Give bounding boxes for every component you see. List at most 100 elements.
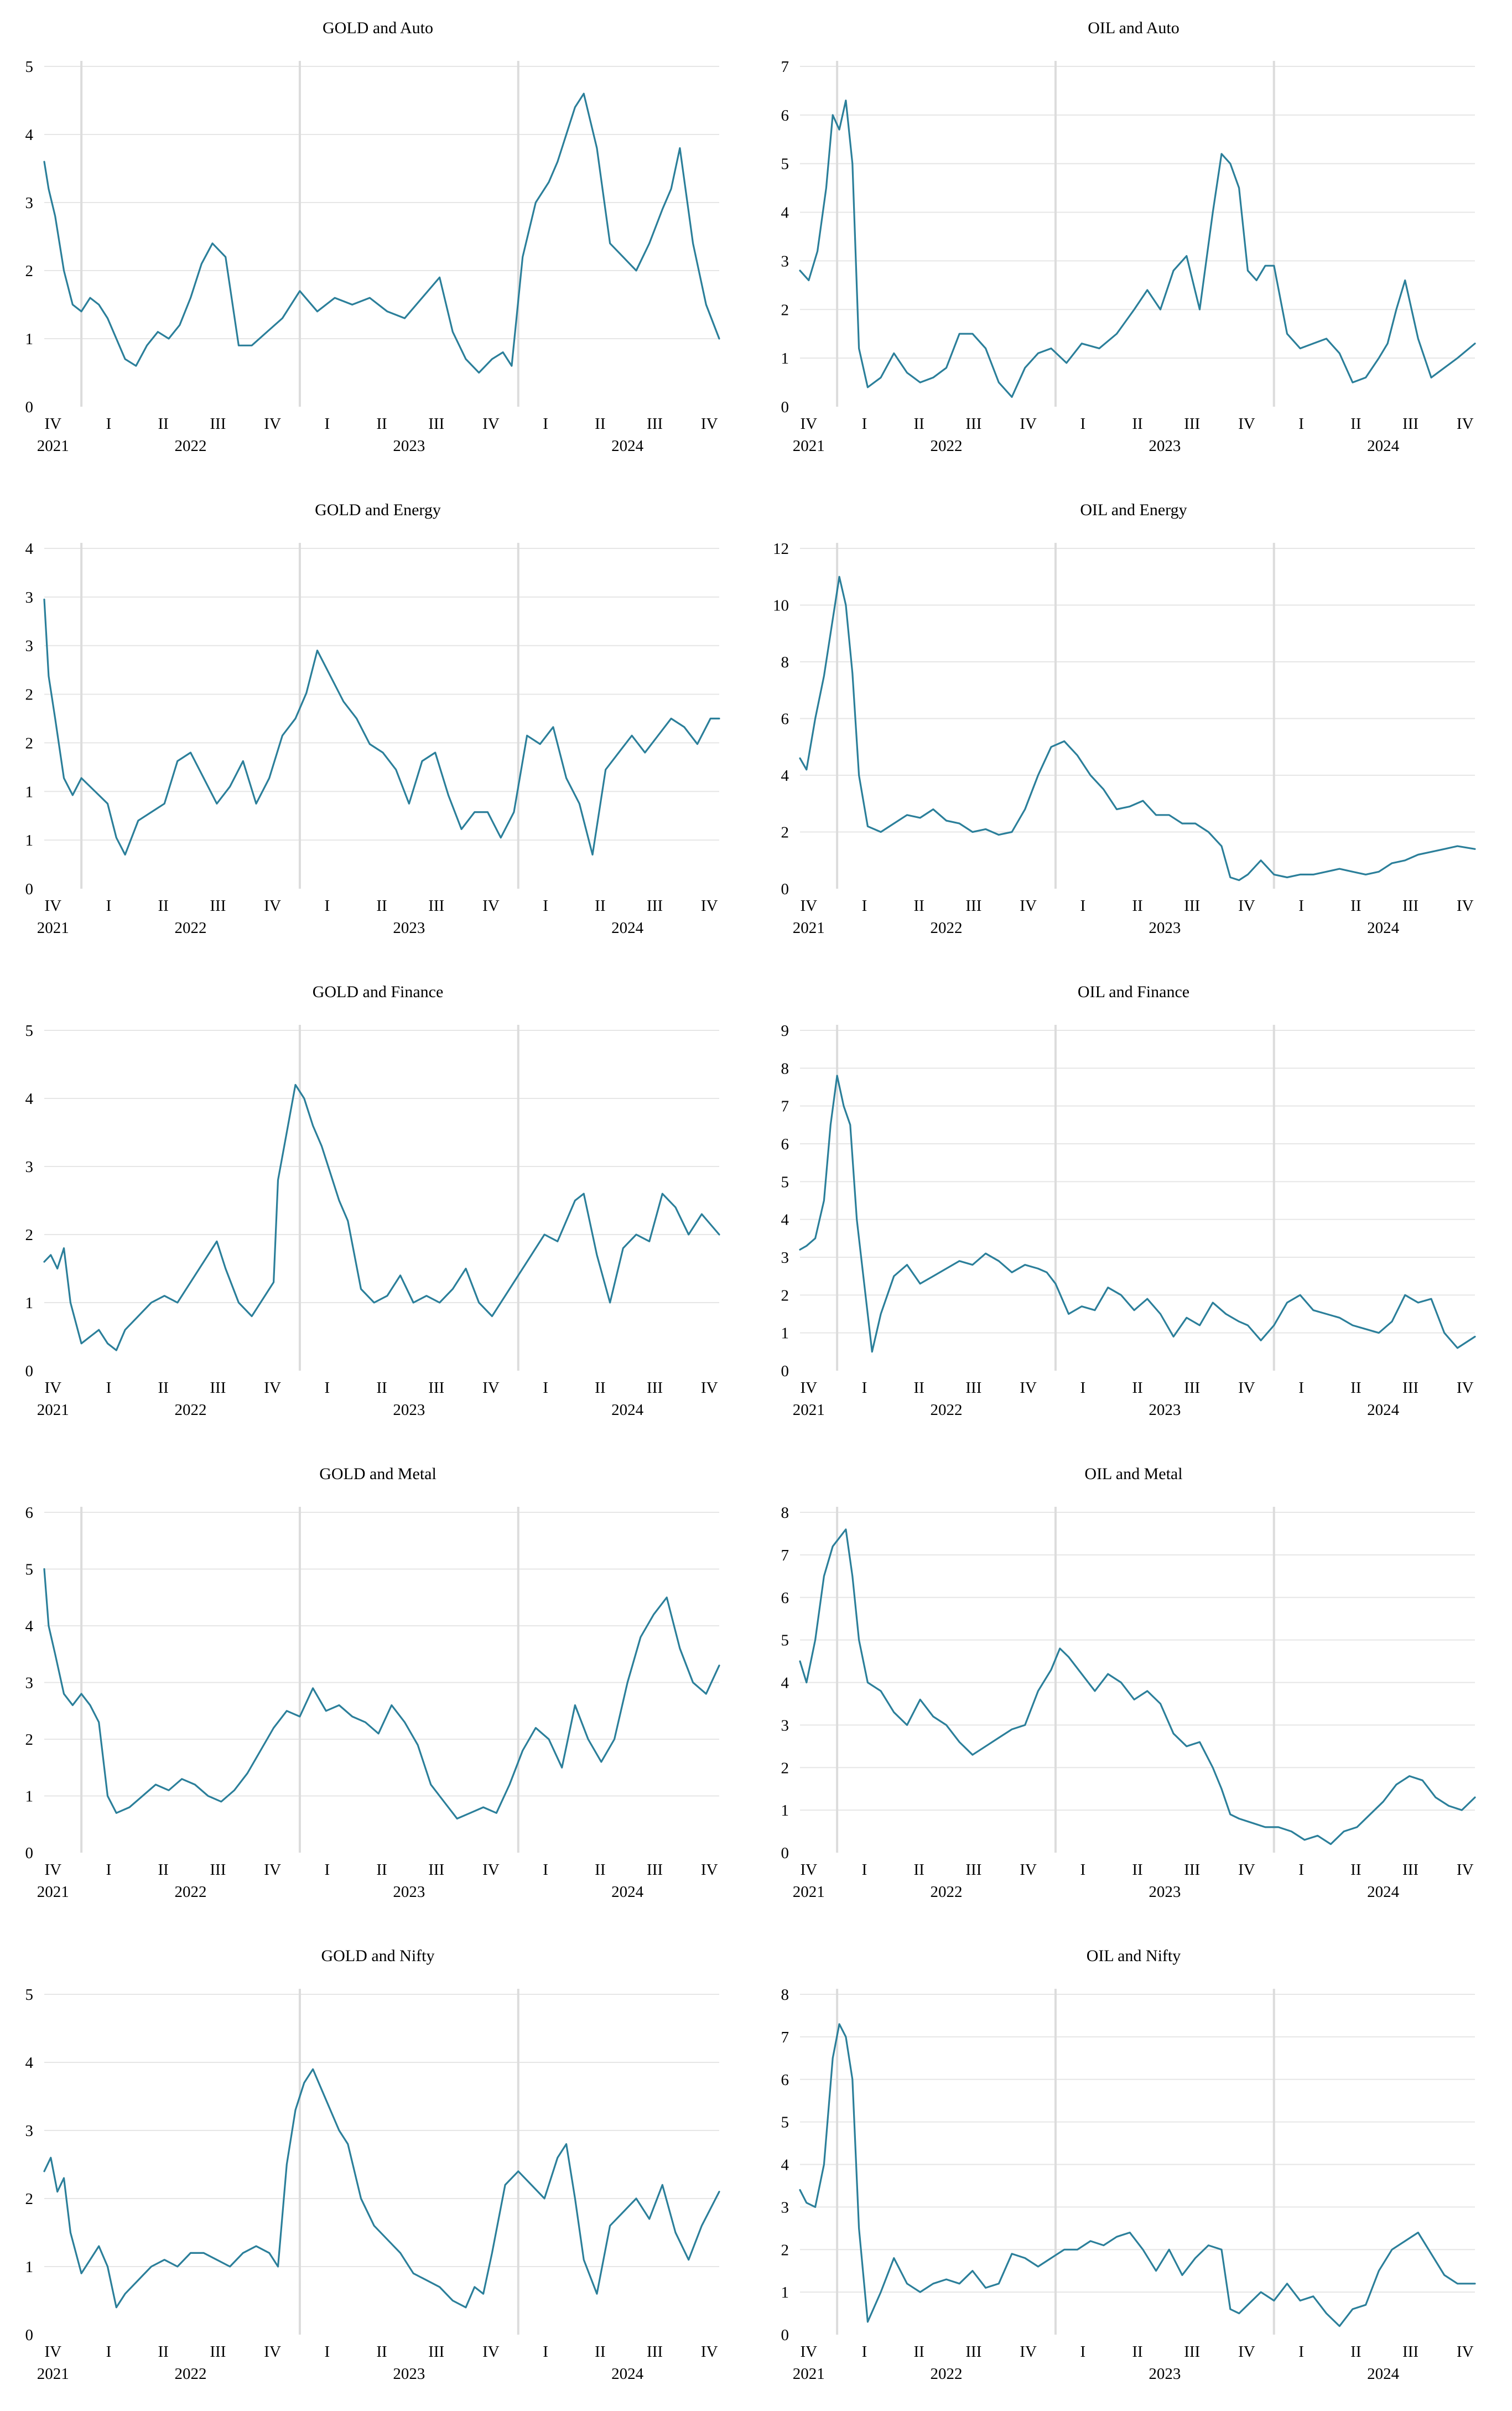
x-quarter-label: II (595, 897, 605, 915)
y-tick-label: 5 (25, 58, 34, 76)
x-quarter-label: IV (44, 1861, 61, 1879)
x-year-label: 2022 (175, 1401, 207, 1419)
x-quarter-label: IV (482, 897, 500, 915)
x-quarter-label: II (1350, 1861, 1361, 1879)
x-year-label: 2022 (931, 1883, 963, 1901)
x-quarter-label: I (324, 1861, 330, 1879)
y-tick-label: 1 (25, 330, 34, 348)
series-line (799, 1075, 1476, 1353)
x-quarter-label: III (965, 2343, 981, 2361)
y-tick-label: 2 (25, 2190, 34, 2208)
chart-panel-gold-and-finance: GOLD and Finance 0 1 2 3 4 5 IV I II III IV I II III IV… (0, 964, 756, 1446)
x-quarter-label: IV (44, 1379, 61, 1397)
x-quarter-label: III (210, 1379, 226, 1397)
y-tick-label: 1 (25, 1788, 34, 1806)
y-tick-label: 4 (781, 1211, 789, 1229)
x-quarter-label: IV (482, 1379, 500, 1397)
series-line (799, 575, 1476, 882)
x-quarter-label: IV (1020, 415, 1037, 433)
x-quarter-label: II (376, 2343, 387, 2361)
x-quarter-label: III (647, 415, 663, 433)
x-quarter-label: IV (701, 897, 718, 915)
y-tick-label: 0 (25, 880, 34, 898)
x-quarter-label: I (1080, 2343, 1085, 2361)
y-tick-label: 0 (25, 2326, 34, 2344)
x-quarter-label: IV (264, 1379, 281, 1397)
x-quarter-label: II (595, 415, 605, 433)
y-tick-label: 5 (781, 2114, 789, 2132)
y-tick-label: 3 (25, 589, 34, 606)
x-quarter-label: IV (701, 2343, 718, 2361)
x-year-label: 2023 (393, 1401, 425, 1419)
y-tick-label: 7 (781, 58, 789, 76)
y-tick-label: 2 (25, 1731, 34, 1749)
x-quarter-label: IV (1238, 897, 1255, 915)
x-year-label: 2022 (175, 919, 207, 937)
chart-title: OIL and Nifty (1087, 1947, 1181, 1965)
x-quarter-label: III (1402, 897, 1419, 915)
x-year-label: 2023 (393, 1883, 425, 1901)
chart-title: OIL and Finance (1078, 983, 1189, 1001)
y-tick-label: 4 (781, 2156, 789, 2174)
y-tick-label: 6 (781, 1589, 789, 1607)
x-quarter-label: IV (44, 2343, 61, 2361)
y-tick-label: 0 (781, 880, 789, 898)
y-tick-label: 3 (781, 1717, 789, 1734)
y-tick-label: 3 (781, 2199, 789, 2216)
y-tick-label: 1 (25, 2258, 34, 2276)
x-quarter-label: III (647, 1379, 663, 1397)
x-quarter-label: I (106, 415, 112, 433)
x-year-label: 2023 (1149, 437, 1181, 455)
x-quarter-label: I (324, 1379, 330, 1397)
chart-panel-gold-and-energy: GOLD and Energy 0 1 1 2 2 3 3 4 IV I II III IV I II III I… (0, 482, 756, 964)
x-quarter-label: IV (264, 2343, 281, 2361)
y-tick-label: 12 (773, 540, 789, 558)
x-quarter-label: IV (482, 1861, 500, 1879)
x-quarter-label: I (1080, 1379, 1085, 1397)
chart-panel-oil-and-finance: OIL and Finance 0 1 2 3 4 5 6 7 8 9 IV I II III IV I II II… (756, 964, 1511, 1446)
x-quarter-label: II (914, 2343, 924, 2361)
y-tick-label: 5 (25, 1561, 34, 1579)
x-quarter-label: III (210, 1861, 226, 1879)
x-quarter-label: IV (44, 897, 61, 915)
y-tick-label: 6 (25, 1504, 34, 1522)
chart-panel-oil-and-nifty: OIL and Nifty 0 1 2 3 4 5 6 7 8 IV I II III IV I II III IV… (756, 1928, 1511, 2410)
y-tick-label: 2 (781, 824, 789, 842)
x-quarter-label: IV (701, 1379, 718, 1397)
x-year-label: 2024 (611, 919, 644, 937)
x-quarter-label: II (158, 897, 169, 915)
x-quarter-label: II (595, 1861, 605, 1879)
x-quarter-label: II (376, 1861, 387, 1879)
chart-panel-oil-and-auto: OIL and Auto 0 1 2 3 4 5 6 7 IV I II III IV I II III IV I I… (756, 0, 1511, 482)
x-year-label: 2023 (1149, 1883, 1181, 1901)
y-tick-label: 1 (781, 350, 789, 367)
y-tick-label: 4 (25, 1617, 34, 1635)
x-quarter-label: III (210, 2343, 226, 2361)
x-quarter-label: IV (800, 415, 817, 433)
x-quarter-label: I (1298, 1379, 1304, 1397)
y-tick-label: 5 (25, 1986, 34, 2004)
x-quarter-label: III (428, 2343, 444, 2361)
x-year-label: 2021 (37, 1883, 69, 1901)
x-year-label: 2023 (1149, 1401, 1181, 1419)
x-quarter-label: III (210, 415, 226, 433)
y-tick-label: 8 (781, 1504, 789, 1522)
x-quarter-label: IV (1457, 1379, 1474, 1397)
x-quarter-label: IV (701, 415, 718, 433)
y-tick-label: 4 (25, 2054, 34, 2072)
y-tick-label: 5 (781, 1632, 789, 1650)
x-quarter-label: II (914, 1379, 924, 1397)
y-tick-label: 2 (25, 686, 34, 704)
y-tick-label: 6 (781, 107, 789, 125)
x-quarter-label: IV (1020, 1861, 1037, 1879)
y-tick-label: 4 (781, 1674, 789, 1692)
x-quarter-label: IV (44, 415, 61, 433)
x-quarter-label: I (543, 1379, 548, 1397)
